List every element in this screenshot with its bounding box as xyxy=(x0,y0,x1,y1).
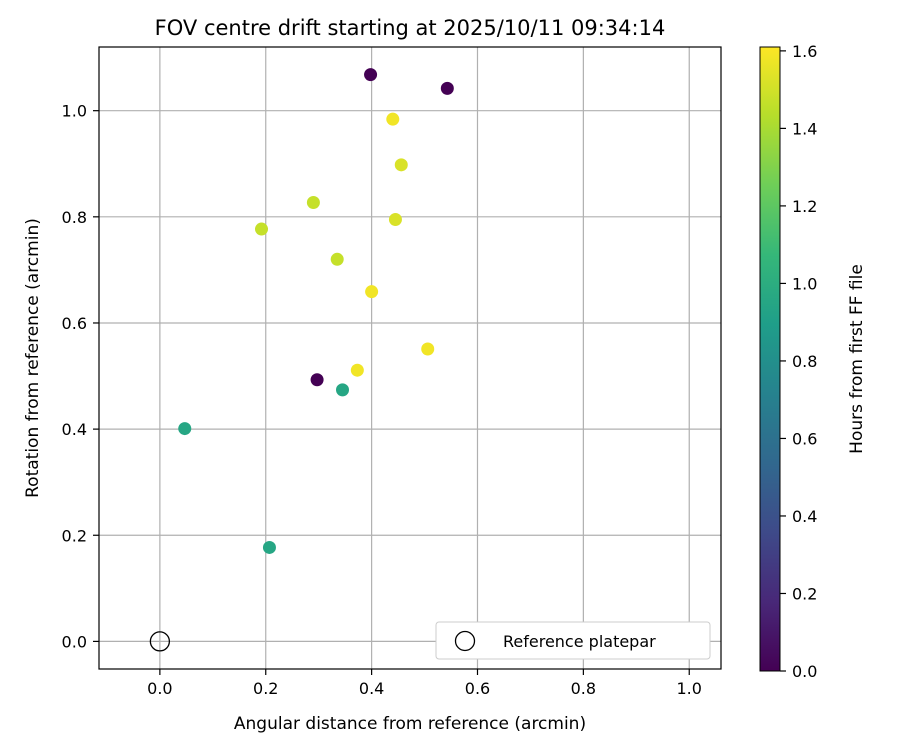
reference-marker-group xyxy=(149,631,171,652)
y-tick-label: 0.0 xyxy=(62,632,87,651)
x-tick-label: 0.8 xyxy=(571,679,596,698)
y-axis-ticks: 0.0 0.2 0.4 0.6 0.8 1.0 xyxy=(62,102,99,651)
data-point xyxy=(394,158,408,172)
x-tick-label: 0.2 xyxy=(253,679,278,698)
colorbar-tick-label: 0.6 xyxy=(792,429,817,448)
colorbar-tick-label: 0.0 xyxy=(792,662,817,681)
plot-frame xyxy=(98,46,722,670)
x-axis-ticks: 0.0 0.2 0.4 0.6 0.8 1.0 xyxy=(147,669,702,698)
data-point xyxy=(178,422,192,436)
data-point xyxy=(255,222,269,236)
x-tick-label: 0.4 xyxy=(359,679,384,698)
colorbar-tick-label: 0.8 xyxy=(792,352,817,371)
y-tick-label: 0.4 xyxy=(62,420,87,439)
colorbar-tick-label: 1.4 xyxy=(792,119,817,138)
x-axis-label: Angular distance from reference (arcmin) xyxy=(234,714,586,734)
y-tick-label: 0.2 xyxy=(62,526,87,545)
colorbar xyxy=(759,46,781,672)
data-point xyxy=(262,540,276,554)
data-point xyxy=(440,81,454,95)
y-tick-label: 0.6 xyxy=(62,314,87,333)
legend-label: Reference platepar xyxy=(503,632,656,651)
data-point xyxy=(350,363,364,377)
reference-platepar-marker xyxy=(149,631,171,652)
data-points xyxy=(178,68,454,554)
colorbar-tick-label: 1.0 xyxy=(792,274,817,293)
data-point xyxy=(336,383,350,397)
y-axis-label: Rotation from reference (arcmin) xyxy=(23,218,43,498)
data-point xyxy=(330,252,344,266)
x-tick-label: 0.0 xyxy=(147,679,172,698)
data-point xyxy=(365,285,379,299)
data-point xyxy=(306,196,320,209)
colorbar-label: Hours from first FF file xyxy=(847,264,867,454)
legend-box xyxy=(435,621,711,660)
y-tick-label: 0.8 xyxy=(62,208,87,227)
colorbar-tick-label: 0.4 xyxy=(792,507,817,526)
colorbar-tick-label: 1.6 xyxy=(792,42,817,61)
grid-lines xyxy=(99,47,721,669)
data-point xyxy=(386,112,400,126)
data-point xyxy=(310,373,324,387)
chart-title: FOV centre drift starting at 2025/10/11 … xyxy=(155,16,666,40)
legend-reference-marker xyxy=(454,630,476,652)
y-tick-label: 1.0 xyxy=(62,102,87,121)
colorbar-ticks: 0.0 0.2 0.4 0.6 0.8 1.0 1.2 1.4 1.6 xyxy=(780,42,817,681)
data-point xyxy=(421,342,435,356)
legend: Reference platepar xyxy=(435,621,711,660)
data-point xyxy=(364,68,378,82)
colorbar-tick-label: 1.2 xyxy=(792,197,817,216)
x-tick-label: 0.6 xyxy=(465,679,490,698)
data-point xyxy=(388,212,402,226)
x-tick-label: 1.0 xyxy=(677,679,702,698)
colorbar-tick-label: 0.2 xyxy=(792,584,817,603)
